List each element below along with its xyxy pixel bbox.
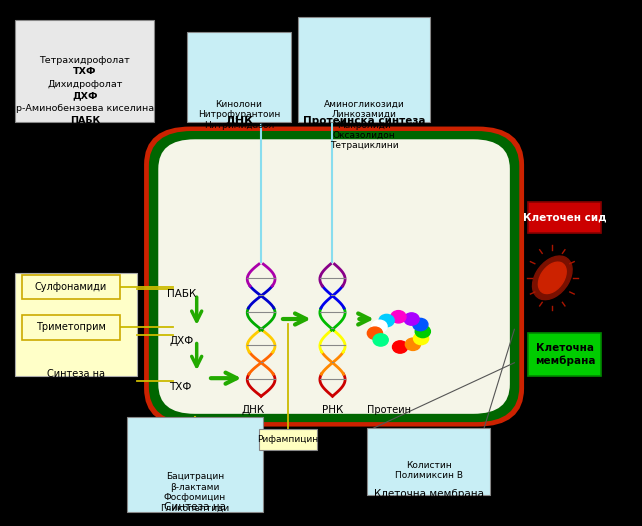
Circle shape <box>404 313 419 325</box>
FancyBboxPatch shape <box>157 138 511 415</box>
Ellipse shape <box>532 256 572 300</box>
Text: ДНК: ДНК <box>242 405 265 415</box>
Bar <box>15 19 154 123</box>
Circle shape <box>373 333 388 346</box>
Text: Синтеза на
фолна киселина: Синтеза на фолна киселина <box>34 369 119 390</box>
Circle shape <box>413 332 429 345</box>
Text: РНК: РНК <box>322 405 343 415</box>
Circle shape <box>391 310 406 323</box>
Bar <box>528 333 601 376</box>
Circle shape <box>379 315 394 327</box>
Text: Дихидрофолат: Дихидрофолат <box>48 80 123 89</box>
Text: ПАБК: ПАБК <box>70 116 100 125</box>
Text: ТХФ: ТХФ <box>169 382 192 392</box>
Bar <box>187 33 291 123</box>
FancyBboxPatch shape <box>151 133 517 420</box>
Text: ДХФ: ДХФ <box>72 92 98 100</box>
Text: Аминогликозиди
Линкозамиди
Макролиди
Оксазолидон
Тетрациклини: Аминогликозиди Линкозамиди Макролиди Окс… <box>324 100 404 150</box>
Text: Протеин: Протеин <box>367 405 412 415</box>
Bar <box>15 272 137 376</box>
Ellipse shape <box>539 262 566 294</box>
Text: Рифампицин: Рифампицин <box>257 435 318 444</box>
Bar <box>259 429 317 450</box>
Bar <box>298 17 430 123</box>
Text: ДНК: ДНК <box>225 116 253 126</box>
Text: р-Аминобензоева киселина: р-Аминобензоева киселина <box>16 105 154 114</box>
Bar <box>22 315 119 340</box>
Bar <box>22 275 119 299</box>
FancyBboxPatch shape <box>146 129 522 424</box>
Text: Протеинска синтеза: Протеинска синтеза <box>303 116 425 126</box>
Text: Синтеза на
клеточен сид: Синтеза на клеточен сид <box>158 502 232 523</box>
Circle shape <box>405 338 421 350</box>
Circle shape <box>367 327 383 339</box>
Text: ПАБК: ПАБК <box>167 289 196 299</box>
Text: Клеточен сид: Клеточен сид <box>523 212 607 222</box>
Circle shape <box>413 318 428 331</box>
Text: Клеточна
мембрана: Клеточна мембрана <box>535 343 595 366</box>
Text: Бацитрацин
β-лактами
Фосфомицин
Гликопептиди: Бацитрацин β-лактами Фосфомицин Гликопеп… <box>160 472 230 512</box>
Bar <box>127 417 263 512</box>
Bar <box>528 201 601 232</box>
Bar <box>367 428 490 495</box>
Circle shape <box>392 341 408 353</box>
Text: Колистин
Полимиксин В: Колистин Полимиксин В <box>395 460 463 480</box>
Text: Кинолони
Нитрофурантоин
Нитримидазол: Кинолони Нитрофурантоин Нитримидазол <box>198 100 280 129</box>
Text: Сулфонамиди: Сулфонамиди <box>35 282 107 292</box>
Text: ДХФ: ДХФ <box>169 336 194 346</box>
Text: Тетрахидрофолат: Тетрахидрофолат <box>40 56 130 65</box>
Text: Клеточна мембрана: Клеточна мембрана <box>374 489 484 499</box>
Circle shape <box>372 320 387 332</box>
Text: Триметоприм: Триметоприм <box>36 322 106 332</box>
Text: ТХФ: ТХФ <box>73 67 97 76</box>
Circle shape <box>415 325 430 338</box>
